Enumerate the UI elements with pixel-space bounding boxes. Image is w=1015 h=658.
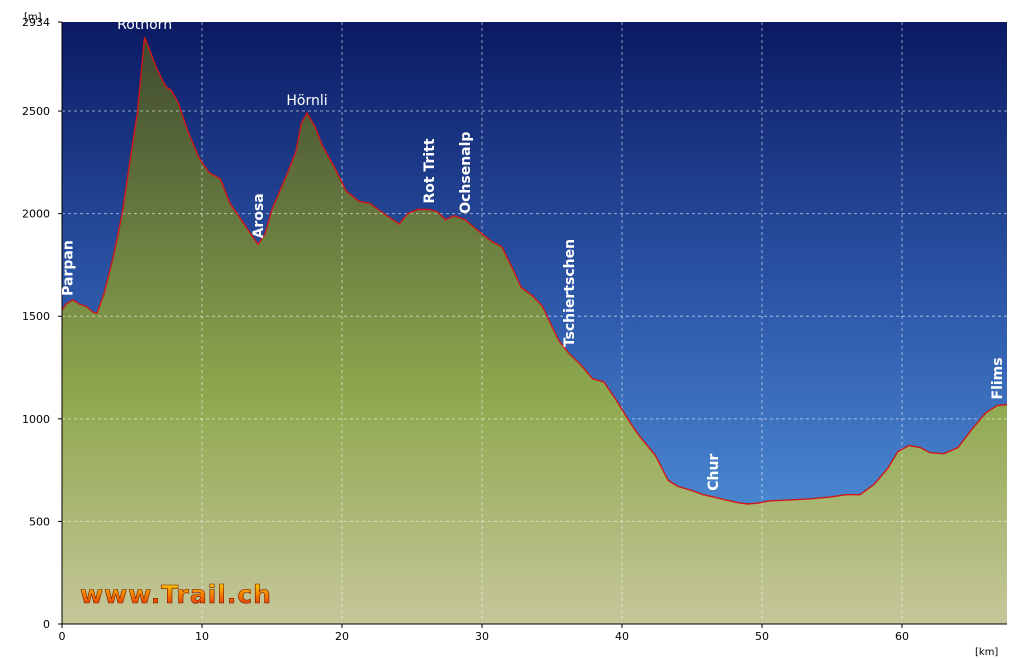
x-tick-label: 50 — [755, 630, 769, 643]
y-tick-label: 500 — [29, 515, 50, 528]
elevation-area — [62, 37, 1007, 624]
axes — [61, 22, 1007, 625]
place-label: Parpan — [61, 240, 77, 296]
y-unit-label: [m] — [24, 12, 42, 23]
place-label: Tschiertschen — [562, 239, 578, 347]
x-tick-label: 60 — [895, 630, 909, 643]
x-tick-label: 30 — [475, 630, 489, 643]
y-tick-label: 2000 — [22, 208, 50, 221]
y-tick-label: 1000 — [22, 413, 50, 426]
elevation-line — [61, 36, 1008, 505]
x-tick-label: 20 — [335, 630, 349, 643]
grid-lines — [62, 22, 1007, 624]
place-label: Rothorn — [117, 17, 172, 33]
place-label: Rot Tritt — [422, 138, 438, 203]
y-tick-label: 1500 — [22, 310, 50, 323]
place-label: Hörnli — [286, 93, 327, 109]
x-tick-label: 40 — [615, 630, 629, 643]
place-label: Ochsenalp — [458, 132, 474, 214]
x-tick-label: 0 — [59, 630, 66, 643]
y-tick-label: 0 — [43, 618, 50, 631]
watermark-logo: www.Trail.ch — [80, 580, 272, 609]
place-label: Arosa — [251, 193, 267, 238]
y-tick-label: 2934 — [22, 16, 50, 29]
x-unit-label: [km] — [975, 647, 998, 658]
place-label: Chur — [706, 454, 722, 491]
x-tick-label: 10 — [195, 630, 209, 643]
tick-labels: 0 500 1000 1500 2000 2500 2934 0 10 20 30 40 50 60 — [22, 16, 909, 643]
y-tick-label: 2500 — [22, 105, 50, 118]
place-label: Flims — [990, 357, 1006, 399]
place-annotations: Rothorn Hörnli Parpan Arosa Rot Tritt Ochsena… — [61, 17, 1007, 491]
